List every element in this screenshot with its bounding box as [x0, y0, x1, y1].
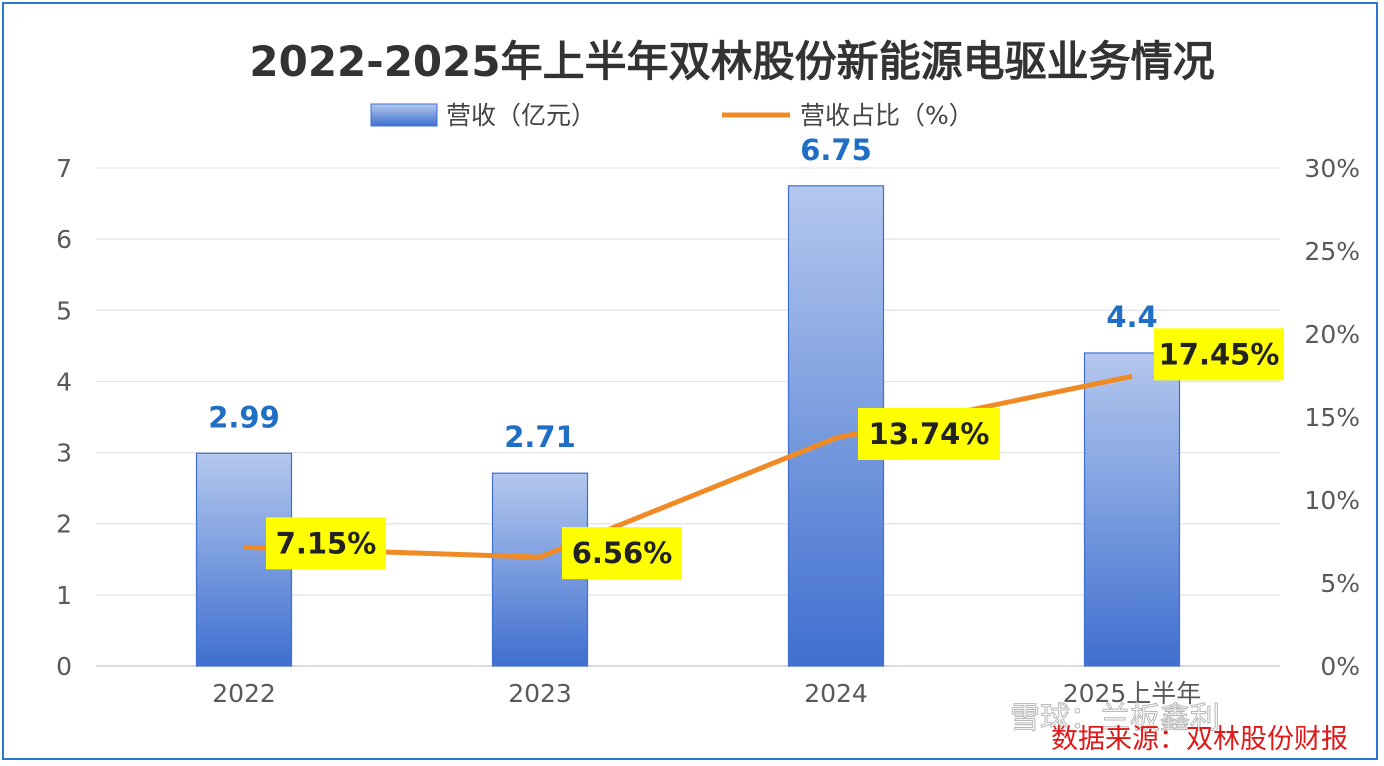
bar-value-label: 4.4: [1106, 300, 1157, 334]
left-axis: 0 1 2 3 4 5 6 7: [56, 154, 72, 681]
right-tick-label: 0%: [1320, 652, 1360, 681]
right-tick-label: 10%: [1304, 486, 1360, 515]
share-label-bg: [266, 517, 386, 570]
right-tick-label: 30%: [1304, 154, 1360, 183]
category-axis: 2022 2023 2024 2025上半年: [212, 679, 1201, 708]
share-label-bg: [858, 407, 1000, 460]
category-label: 2024: [804, 679, 868, 708]
share-line-path: [243, 373, 1133, 560]
bar-value-label: 6.75: [800, 133, 872, 167]
category-label: 2025上半年: [1063, 679, 1202, 708]
share-label-bg: [1154, 328, 1284, 381]
share-label-bg: [562, 527, 682, 580]
bar-value-label: 2.99: [208, 400, 280, 434]
bar-value-label: 2.71: [504, 420, 576, 454]
chart-title: 2022-2025年上半年双林股份新能源电驱业务情况: [249, 37, 1214, 86]
category-label: 2023: [508, 679, 572, 708]
share-value-label: 6.56%: [572, 536, 673, 570]
left-tick-label: 6: [56, 225, 72, 254]
source-note: 数据来源：双林股份财报: [1051, 724, 1348, 755]
left-tick-label: 5: [56, 296, 72, 325]
left-tick-label: 4: [56, 367, 72, 396]
right-tick-label: 20%: [1304, 320, 1360, 349]
share-value-label: 13.74%: [869, 417, 990, 451]
left-tick-label: 3: [56, 439, 72, 468]
bar-2025上半年: [1083, 352, 1181, 667]
category-label: 2022: [212, 679, 276, 708]
right-tick-label: 25%: [1304, 237, 1360, 266]
gridlines: [96, 167, 1280, 667]
left-tick-label: 0: [56, 652, 72, 681]
right-tick-label: 5%: [1320, 569, 1360, 598]
share-value-label: 17.45%: [1159, 337, 1280, 371]
right-axis: 0% 5% 10% 15% 20% 25% 30%: [1304, 154, 1360, 681]
left-tick-label: 2: [56, 510, 72, 539]
left-tick-label: 7: [56, 154, 72, 183]
right-tick-label: 15%: [1304, 403, 1360, 432]
share-value-label: 7.15%: [276, 526, 377, 560]
legend-label-share: 营收占比（%）: [800, 101, 974, 130]
legend-label-revenue: 营收（亿元）: [446, 101, 596, 130]
share-line: 7.15% 6.56% 13.74% 17.45%: [243, 328, 1284, 580]
watermark: 雪球：兰板鑫利: [1010, 701, 1220, 736]
legend-swatch-revenue: [370, 103, 438, 127]
left-tick-label: 1: [56, 581, 72, 610]
